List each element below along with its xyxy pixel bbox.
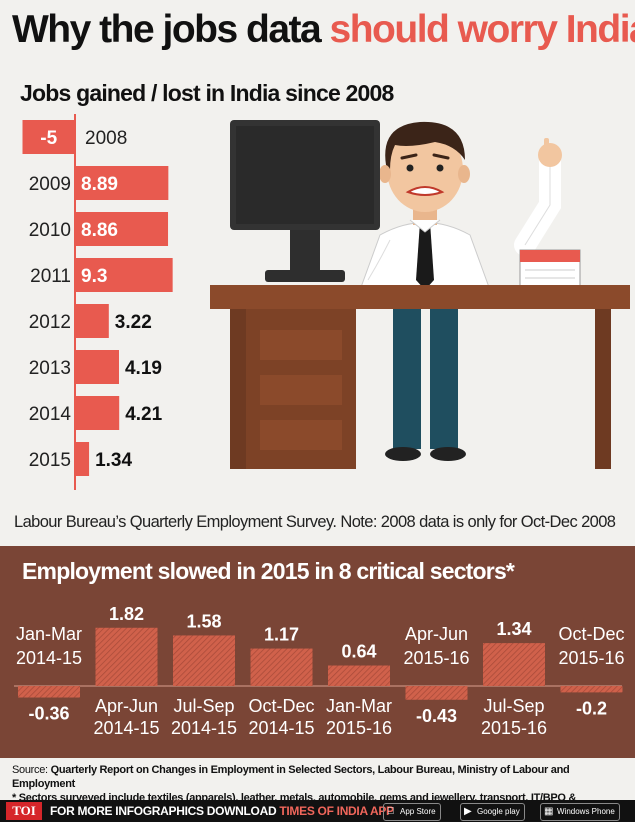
footer-download-text: FOR MORE INFOGRAPHICS DOWNLOAD: [50, 804, 280, 818]
source-text: Quarterly Report on Changes in Employmen…: [12, 764, 570, 790]
bar: [405, 686, 468, 700]
quarter-label: Jul-Sep: [173, 696, 234, 716]
year-range-label: 2014-15: [171, 718, 237, 738]
bar-value-label: -0.2: [576, 698, 607, 718]
title-part-red: should worry India: [329, 8, 635, 51]
bar: [560, 686, 623, 693]
jobs-bar-chart: -5 2008 2009 8.89 2010 8.86 2011 9.3 2012 3.22 201…: [22, 114, 173, 490]
bar: [22, 120, 75, 154]
bar: [328, 665, 390, 686]
windows-phone-badge[interactable]: ▦ Windows Phone: [540, 803, 620, 821]
google-play-badge[interactable]: ▶ Google play: [460, 803, 525, 821]
app-store-label: App Store: [400, 807, 436, 816]
bar-value-label: 9.3: [81, 266, 107, 287]
bar: [75, 258, 173, 292]
bar-value-label: 1.34: [496, 619, 531, 639]
play-icon: ▶: [464, 806, 472, 817]
bar: [75, 212, 169, 246]
year-label: 2009: [29, 174, 71, 195]
bar-value-label: 4.19: [125, 358, 162, 379]
year-label: 2013: [29, 358, 71, 379]
year-range-label: 2015-16: [326, 718, 392, 738]
year-range-label: 2014-15: [93, 718, 159, 738]
bar: [483, 643, 545, 686]
year-range-label: 2015-16: [403, 648, 469, 668]
quarter-label: Apr-Jun: [405, 624, 468, 644]
bar: [75, 166, 169, 200]
year-range-label: 2015-16: [558, 648, 624, 668]
sector-bar-chart: Jan-Mar2014-15-0.361.82Apr-Jun2014-151.5…: [14, 604, 625, 738]
bar-value-label: 8.86: [81, 220, 118, 241]
quarter-label: Apr-Jun: [95, 696, 158, 716]
bottom-chart-title: Employment slowed in 2015 in 8 critical …: [22, 558, 515, 584]
bar-value-label: -0.36: [28, 704, 69, 724]
year-label: 2008: [85, 128, 127, 149]
bar-value-label: -5: [40, 128, 57, 149]
quarter-label: Jul-Sep: [483, 696, 544, 716]
bar-value-label: 1.58: [186, 611, 221, 631]
bar-value-label: 0.64: [341, 642, 376, 662]
worried-mouth: [405, 186, 445, 196]
bar-value-label: -0.43: [416, 706, 457, 726]
toi-logo: TOI: [6, 802, 42, 820]
footer-bar: TOI FOR MORE INFOGRAPHICS DOWNLOAD TIMES…: [0, 800, 635, 822]
app-store-badge[interactable]:  App Store: [383, 803, 441, 821]
year-range-label: 2014-15: [16, 648, 82, 668]
bar-value-label: 1.82: [109, 604, 144, 624]
hand: [538, 143, 562, 167]
bar: [18, 686, 80, 698]
footer-app-name: TIMES OF INDIA APP: [279, 804, 394, 818]
year-label: 2010: [29, 220, 71, 241]
bar: [250, 648, 313, 686]
bar: [95, 627, 158, 686]
bar-value-label: 1.34: [95, 450, 132, 471]
bar: [75, 442, 90, 476]
bar: [75, 350, 119, 384]
year-range-label: 2014-15: [248, 718, 314, 738]
bar-value-label: 4.21: [125, 404, 162, 425]
office-worker-illustration: [210, 120, 630, 469]
windows-phone-label: Windows Phone: [557, 807, 615, 816]
bar-value-label: 3.22: [115, 312, 152, 333]
year-label: 2014: [29, 404, 72, 425]
year-label: 2015: [29, 450, 71, 471]
year-range-label: 2015-16: [481, 718, 547, 738]
head: [387, 128, 463, 212]
year-label: 2011: [30, 266, 71, 287]
survey-note: Labour Bureau’s Quarterly Employment Sur…: [14, 513, 616, 531]
bar: [75, 304, 109, 338]
quarter-label: Oct-Dec: [248, 696, 314, 716]
google-play-label: Google play: [477, 807, 520, 816]
source-label: Source:: [12, 764, 48, 776]
page-title: Why the jobs data should worry India: [12, 8, 635, 52]
title-part-black: Why the jobs data: [12, 8, 330, 51]
bar: [75, 396, 120, 430]
top-chart-title: Jobs gained / lost in India since 2008: [20, 80, 394, 106]
windows-icon: ▦: [544, 806, 554, 817]
bar-value-label: 1.17: [264, 625, 299, 645]
desk: [210, 285, 630, 309]
year-label: 2012: [29, 312, 71, 333]
bar-value-label: 8.89: [81, 174, 118, 195]
hair: [385, 121, 465, 170]
tie: [416, 222, 434, 290]
footer-text: FOR MORE INFOGRAPHICS DOWNLOAD TIMES OF …: [50, 804, 394, 818]
apple-icon: : [387, 806, 395, 818]
quarter-label: Jan-Mar: [326, 696, 392, 716]
quarter-label: Oct-Dec: [558, 624, 624, 644]
quarter-label: Jan-Mar: [16, 624, 82, 644]
bar: [173, 635, 235, 686]
